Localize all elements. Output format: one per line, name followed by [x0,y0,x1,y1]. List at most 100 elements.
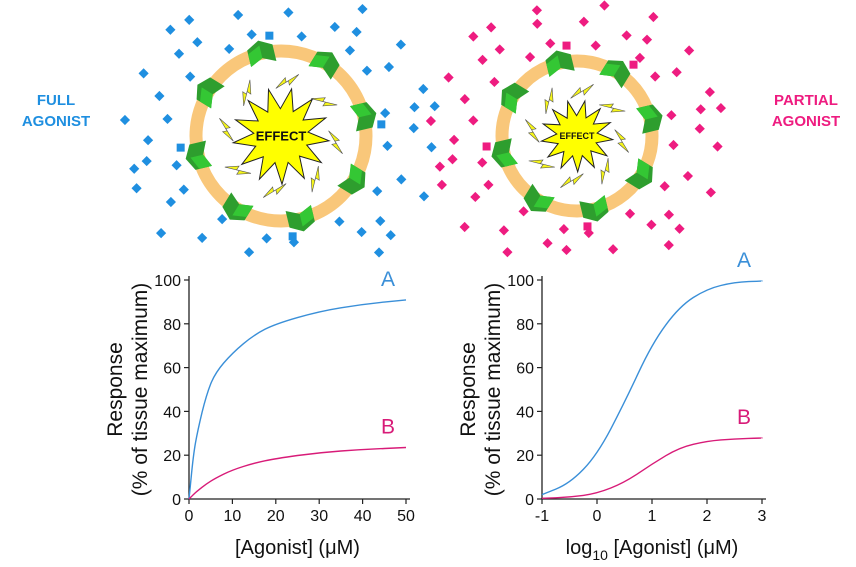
x-axis-label-sub: 10 [592,547,608,563]
partial-agonist-cell: EFFECT [425,0,727,258]
x-tick-label: 1 [648,508,657,525]
agonist-molecule [178,184,189,195]
agonist-molecule [682,170,694,182]
agonist-molecule [650,71,661,82]
agonist-molecule [684,45,695,56]
agonist-molecule [372,186,383,197]
receptor-highlight [349,103,372,118]
agonist-molecule [382,140,393,151]
y-tick-label: 20 [516,448,534,465]
y-tick-label: 100 [154,273,181,290]
agonist-molecule [498,225,510,236]
signal-bolt [614,129,629,153]
agonist-molecule [261,233,272,244]
concentration-response-chart: 0 20 40 60 80 100 0 10 20 30 40 50 [Agonist] (μM) Res… [104,268,415,559]
y-tick-label: 100 [507,273,534,290]
signal-bolt [599,103,626,113]
agonist-molecule [334,216,345,227]
agonist-molecule [171,160,182,171]
series-label-a: A [737,249,751,272]
agonist-molecule [173,48,185,59]
agonist-molecule [542,238,553,249]
receptor [491,138,518,168]
agonist-molecule [380,107,391,119]
signal-bolt [544,87,554,114]
bound-agonist [482,142,491,151]
receptor-highlight [248,45,263,68]
receptor-highlight [190,154,213,169]
x-tick-label: 50 [397,508,415,525]
receptor-highlight [299,204,314,227]
cell-membrane [189,44,373,228]
agonist-molecule [607,244,619,255]
agonist-molecule [694,123,705,134]
agonist-molecule [357,3,368,15]
x-axis-label-rest: [Agonist] (μM) [608,537,738,559]
y-tick-label: 40 [516,404,534,421]
bound-agonist [562,41,571,50]
receptor-highlight [349,163,362,185]
y-tick-label: 40 [163,404,181,421]
agonist-molecule [531,5,542,16]
series-label-b: B [381,416,395,439]
agonist-molecule [668,139,679,151]
signal-bolt [600,158,610,185]
y-tick-label: 80 [163,317,181,334]
agonist-molecule [704,87,715,98]
receptor [337,163,366,195]
signal-bolt [275,74,299,89]
partial-agonist-label-line2: AGONIST [771,113,841,130]
partial-agonist-label-line1: PARTIAL [774,92,838,109]
agonist-molecule [459,94,470,105]
agonist-molecule [373,247,385,258]
receptor-highlight [200,87,213,109]
agonist-molecule [395,39,406,50]
agonist-molecule [224,43,235,55]
agonist-molecule [243,247,255,258]
agonist-molecule [434,161,445,172]
agonist-molecule [425,115,436,127]
agonist-molecule [155,228,167,239]
agonist-molecule [429,101,440,112]
agonist-molecule [409,102,420,113]
agonist-molecule [558,224,569,235]
receptor-highlight [533,195,555,209]
agonist-molecule [283,7,294,18]
agonist-molecule [621,30,632,41]
agonist-molecule [695,104,706,115]
partial-agonist-label: PARTIAL AGONIST [756,90,856,132]
agonist-molecule [448,134,460,145]
agonist-molecule [663,209,675,220]
agonist-molecule [648,11,659,23]
signal-bolt [570,84,594,99]
agonist-molecule [344,45,356,56]
agonist-molecule [459,221,470,233]
signal-bolt [310,97,338,107]
receptor [523,183,555,212]
effect-burst [539,99,615,174]
y-axis-label-line1: Response [104,342,127,437]
agonist-molecule [659,181,670,192]
receptor-highlight [496,152,518,167]
receptor [579,195,609,222]
agonist-molecule [165,196,176,208]
agonist-molecule [141,156,152,167]
agonist-molecule [396,174,407,185]
agonist-molecule [356,226,367,238]
x-tick-label: 0 [593,508,602,525]
receptor-highlight [599,63,621,77]
y-tick-label: 60 [516,361,534,378]
series-line-a [541,280,763,496]
agonist-molecule [468,31,479,42]
signal-bolt [263,183,287,198]
agonist-molecule [138,68,149,79]
signal-bolt [560,173,584,188]
agonist-molecule [142,135,154,146]
agonist-molecule [443,72,454,83]
full-agonist-label: FULL AGONIST [0,90,112,132]
signal-bolt [242,79,252,107]
agonist-molecule [477,157,488,168]
